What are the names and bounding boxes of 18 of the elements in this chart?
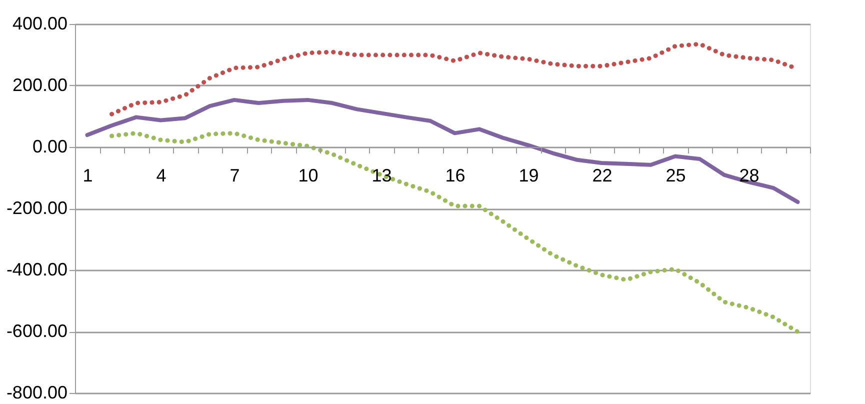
y-tick-label: 400.00 (12, 14, 68, 34)
y-tick-label: 0.00 (32, 136, 68, 156)
x-tick-label: 19 (518, 166, 539, 186)
x-tick-label: 28 (739, 166, 760, 186)
x-tick-label: 1 (82, 166, 93, 186)
line-series (110, 130, 800, 334)
y-tick-label: -200.00 (6, 198, 68, 218)
x-tick-label: 7 (230, 166, 240, 186)
y-tick-label: -600.00 (6, 321, 68, 341)
y-tick-label: 200.00 (12, 75, 68, 95)
line-series (85, 98, 800, 204)
y-tick-label: -400.00 (6, 260, 68, 280)
x-tick-label: 25 (666, 166, 686, 186)
x-tick-label: 4 (156, 166, 166, 186)
y-tick-label: -800.00 (6, 382, 68, 402)
x-tick-label: 16 (445, 166, 466, 186)
x-tick-label: 10 (298, 166, 318, 186)
x-tick-label: 22 (592, 166, 612, 186)
